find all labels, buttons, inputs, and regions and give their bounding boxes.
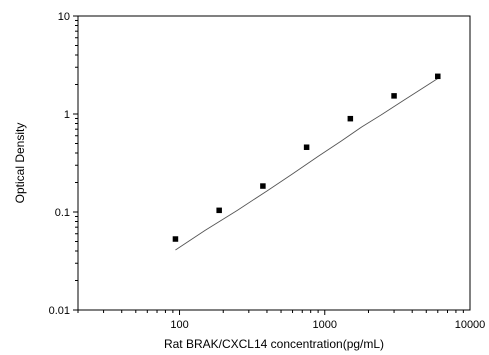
y-tick-label: 10: [58, 11, 70, 23]
y-tick-label: 0.1: [55, 207, 70, 219]
data-point-marker: [391, 93, 397, 99]
data-point-marker: [347, 115, 354, 122]
y-tick-label: 0.01: [49, 305, 70, 317]
x-tick-label: 1000: [313, 319, 337, 331]
axes: [73, 15, 471, 315]
x-axis-title: Rat BRAK/CXCL14 concentration(pg/mL): [164, 337, 384, 351]
plot-frame: [77, 15, 471, 311]
x-tick-label: 10000: [455, 319, 486, 331]
fit-curve: [175, 78, 439, 251]
data-point-marker: [260, 183, 266, 189]
data-point-marker: [216, 207, 222, 214]
tick-labels: 100 1000 10000 0.01 0.1 1 10: [49, 11, 486, 331]
fit-curve-line: [175, 78, 439, 251]
x-tick-label: 100: [170, 319, 188, 331]
data-point-marker: [303, 144, 310, 150]
y-axis-title: Optical Density: [13, 123, 27, 204]
data-points: [172, 73, 441, 242]
data-point-marker: [435, 73, 441, 80]
data-point-marker: [172, 236, 179, 242]
y-tick-label: 1: [64, 109, 70, 121]
